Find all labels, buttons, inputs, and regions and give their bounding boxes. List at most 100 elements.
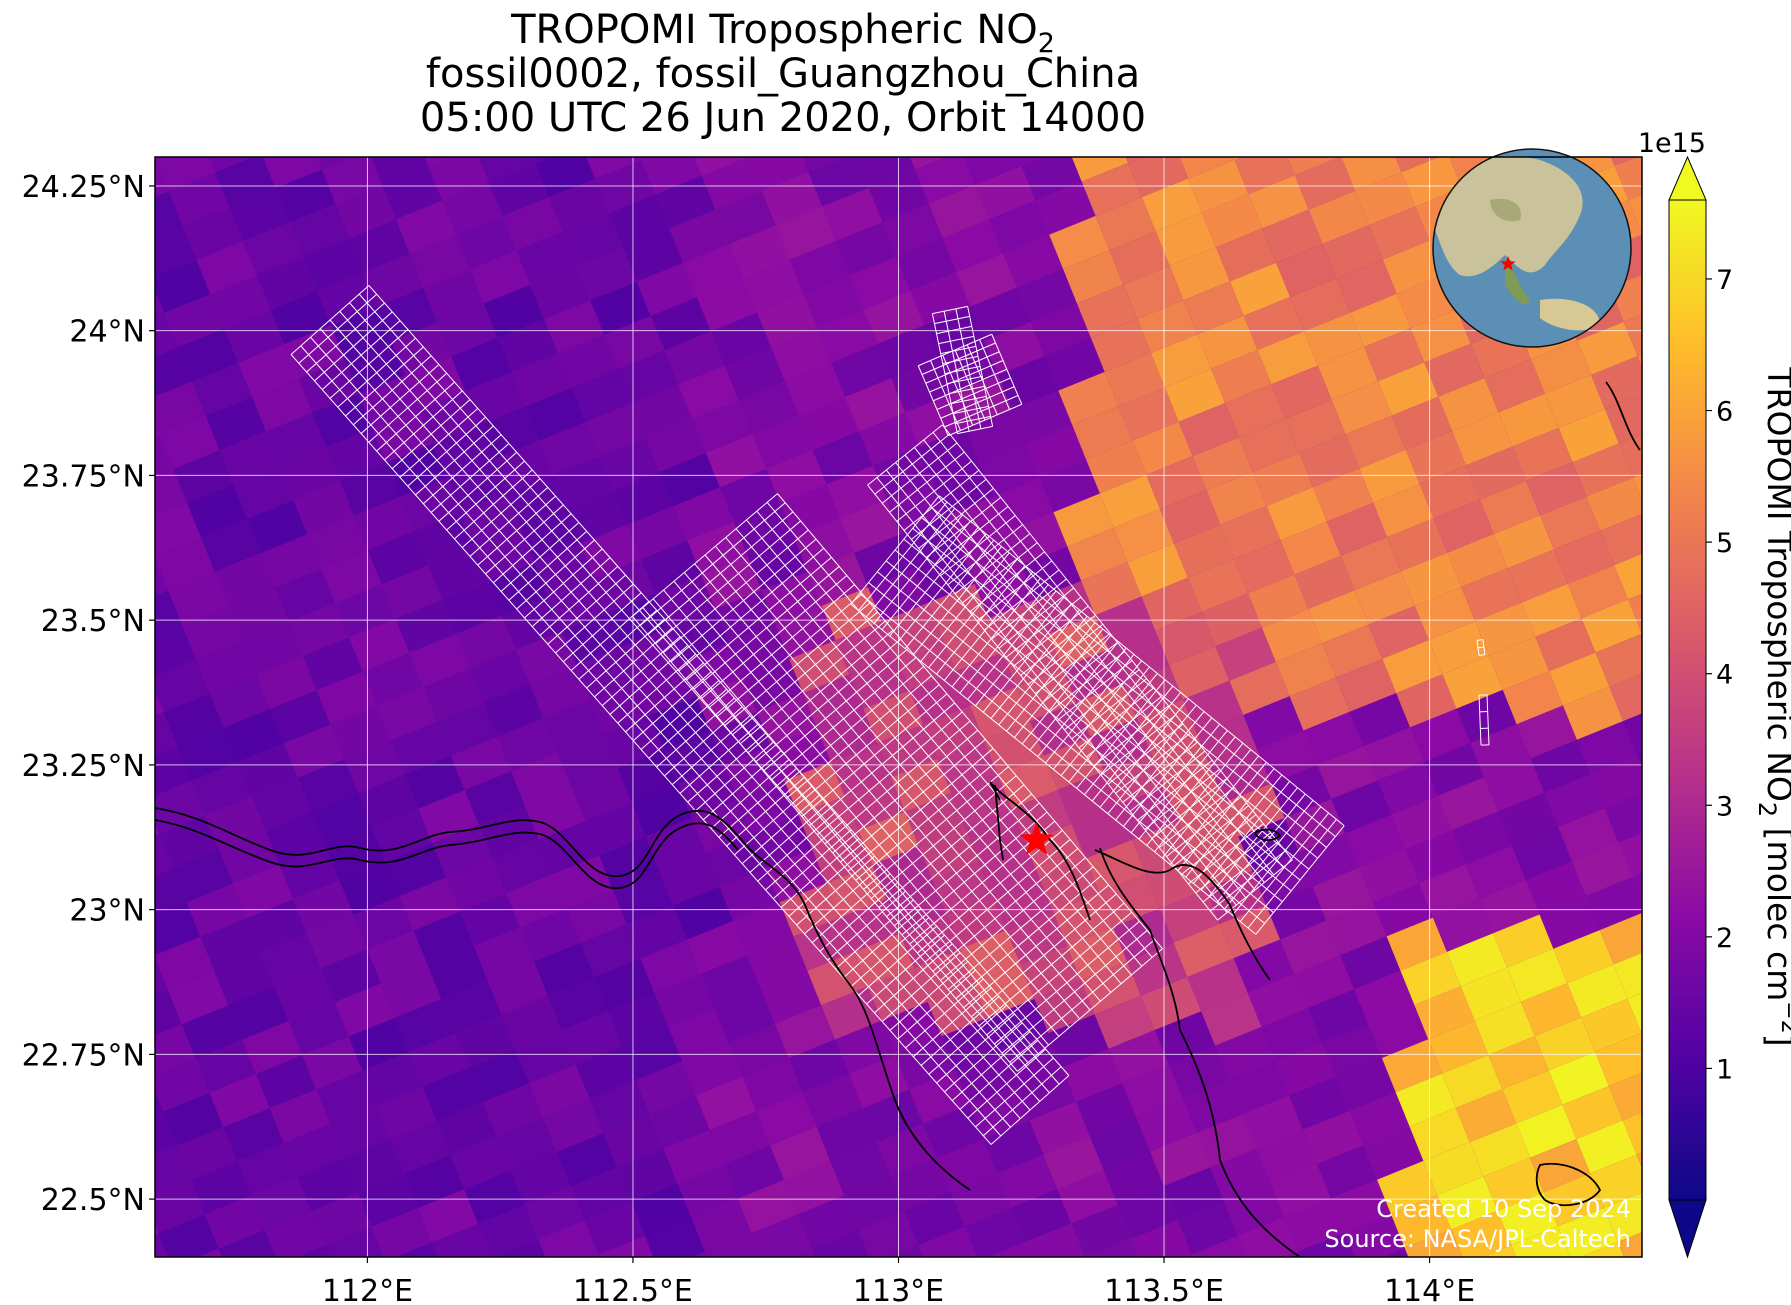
no2-cell: [538, 1220, 599, 1257]
no2-cell: [830, 1142, 891, 1196]
no2-cell: [1024, 1223, 1085, 1257]
no2-cell: [214, 553, 275, 607]
no2-cell: [1137, 300, 1198, 354]
no2-cell: [335, 185, 396, 238]
no2-cell: [474, 528, 535, 582]
no2-cell: [497, 718, 558, 772]
no2-cell: [1294, 555, 1355, 609]
colorbar-body: [1669, 200, 1706, 1200]
no2-cell: [1131, 1220, 1192, 1257]
y-tick-label: 24.25°N: [22, 170, 145, 205]
no2-cell: [622, 228, 684, 282]
no2-cell: [1442, 1054, 1503, 1108]
colorbar-tick-label: 6: [1716, 397, 1733, 428]
no2-cell: [155, 1180, 205, 1234]
x-tick-label: 112°E: [322, 1274, 413, 1305]
no2-cell: [561, 1011, 622, 1065]
footprint-line: [957, 425, 993, 435]
no2-cell: [1498, 792, 1559, 846]
no2-cell: [155, 434, 174, 477]
no2-cell: [844, 1176, 905, 1230]
no2-cell: [1576, 721, 1638, 775]
no2-cell: [858, 1211, 919, 1257]
no2-cell: [683, 244, 744, 298]
no2-cell: [191, 362, 252, 416]
no2-cell: [553, 456, 614, 510]
footprint-line: [930, 360, 961, 431]
no2-cell: [224, 309, 285, 363]
no2-cell: [1345, 814, 1406, 868]
footprint-line: [930, 506, 1336, 837]
no2-cell: [599, 437, 660, 491]
no2-cell: [1493, 914, 1554, 968]
no2-cell: [1627, 992, 1642, 1033]
no2-cell: [1049, 215, 1110, 269]
no2-cell: [590, 281, 651, 335]
no2-cell: [487, 961, 548, 1015]
no2-cell: [413, 911, 474, 965]
footprint-line: [683, 572, 1070, 1028]
no2-cell: [437, 702, 498, 756]
no2-cell: [293, 880, 354, 934]
no2-cell: [182, 206, 243, 260]
no2-cell: [242, 621, 303, 675]
no2-cell: [1525, 1261, 1585, 1305]
no2-cell: [251, 1176, 312, 1230]
coastline: [1099, 847, 1301, 1257]
no2-cell: [1122, 1064, 1183, 1118]
no2-cell: [269, 1089, 330, 1143]
no2-cell: [890, 1158, 951, 1211]
no2-cell: [904, 1192, 965, 1246]
no2-cell: [362, 1052, 423, 1106]
no2-cell: [168, 571, 229, 625]
no2-cell: [706, 434, 767, 488]
no2-cell: [205, 397, 266, 451]
no2-cell: [1067, 527, 1128, 581]
no2-cell: [1034, 980, 1095, 1034]
no2-cell: [1322, 225, 1383, 279]
x-axis-ticks: 112°E 112.5°E 113°E 113.5°E 114°E: [322, 1257, 1475, 1305]
no2-cell: [186, 883, 247, 937]
no2-cell: [155, 259, 211, 313]
no2-cell: [1035, 181, 1096, 235]
no2-cell: [1336, 658, 1397, 712]
no2-cell: [988, 1242, 1031, 1257]
no2-cell: [1396, 674, 1457, 728]
no2-cell: [1390, 1195, 1452, 1249]
no2-cell: [547, 977, 609, 1031]
no2-cell: [307, 914, 368, 968]
no2-cell: [252, 378, 313, 432]
no2-cell: [155, 1058, 210, 1112]
no2-cell: [1610, 157, 1637, 166]
no2-cell: [349, 219, 410, 273]
footprint-line: [938, 335, 974, 345]
no2-cell: [515, 631, 577, 684]
no2-cell: [1480, 82, 1540, 135]
globe-star: [1500, 256, 1516, 271]
no2-cell: [604, 315, 665, 369]
no2-cell: [363, 253, 424, 307]
no2-cell: [1585, 877, 1642, 931]
no2-cell: [455, 615, 516, 669]
no2-cell: [432, 425, 493, 479]
no2-cell: [348, 1017, 409, 1071]
no2-cell: [376, 1086, 437, 1140]
no2-cell: [320, 949, 382, 1003]
no2-cell: [246, 899, 307, 953]
no2-cell: [1154, 1011, 1216, 1065]
colorbar-tick-label: 2: [1716, 923, 1733, 954]
colorbar-extend-min: [1668, 1199, 1707, 1259]
footprint-line: [725, 537, 1112, 993]
footprint-line: [903, 538, 1310, 870]
no2-cell: [424, 157, 452, 167]
no2-cell: [196, 640, 257, 694]
no2-cell: [812, 431, 873, 485]
no2-cell: [186, 1283, 246, 1305]
no2-cell: [329, 1105, 391, 1159]
footprint-line: [673, 580, 1060, 1037]
no2-cell: [557, 733, 618, 787]
footprint-line: [632, 616, 1018, 1072]
no2-cell: [1043, 1136, 1104, 1190]
footprint-line: [932, 305, 968, 315]
colorbar-ticks: 1 2 3 4 5 6 7: [1706, 265, 1733, 1085]
